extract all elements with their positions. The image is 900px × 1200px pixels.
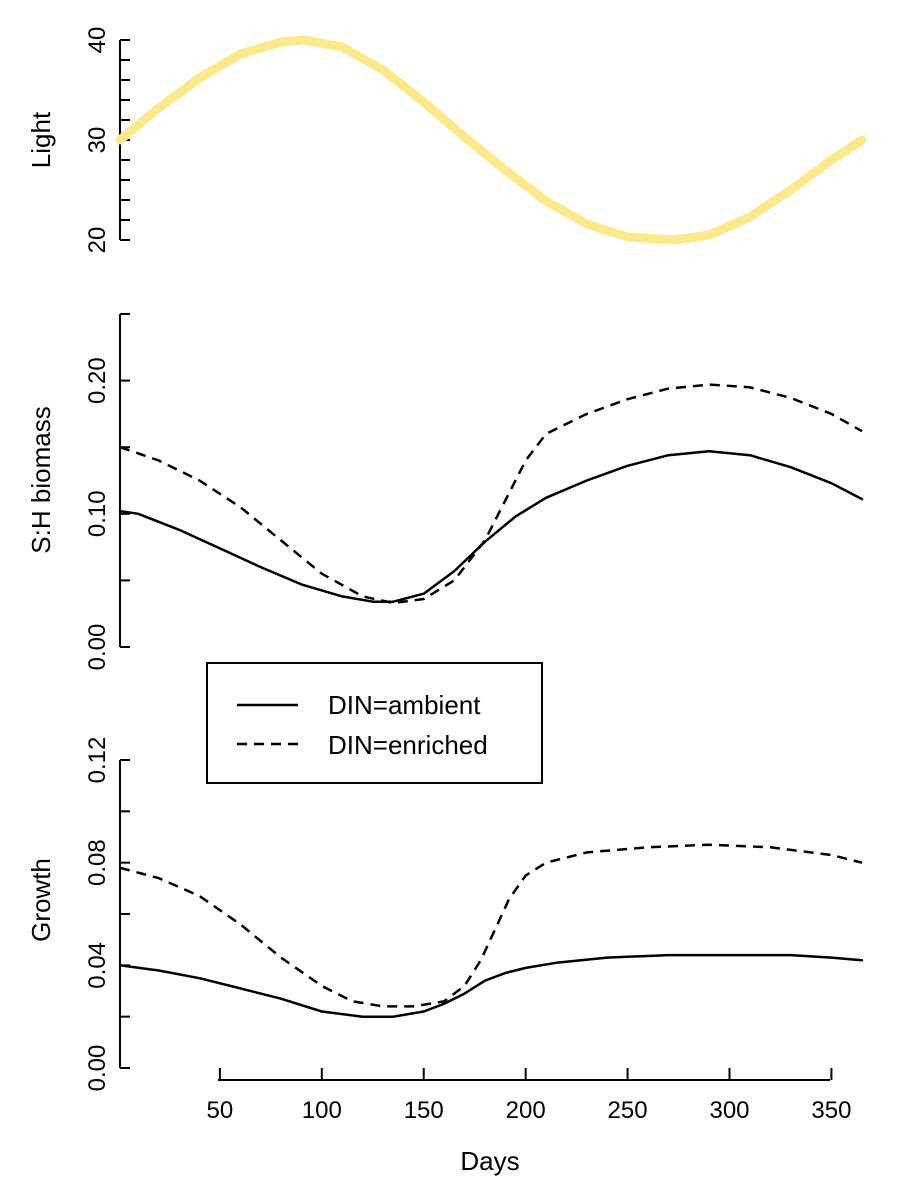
x-tick-label: 50: [207, 1097, 234, 1124]
x-tick-label: 300: [709, 1097, 749, 1124]
growth-y-tick-label: 0.08: [84, 839, 111, 886]
light-series-line: [115, 35, 867, 245]
light-y-tick-label: 20: [84, 227, 111, 254]
panel-sh-biomass: 0.00 0.10 0.20 S:H biomass: [26, 313, 864, 671]
x-ticks: 50 100 150 200 250 300 350: [207, 1068, 851, 1124]
light-y-ticks: 20 30 40: [84, 27, 130, 254]
light-y-axis-title: Light: [26, 111, 56, 168]
x-tick-label: 100: [302, 1097, 342, 1124]
biomass-y-tick-label: 0.00: [84, 624, 111, 671]
x-tick-label: 200: [506, 1097, 546, 1124]
x-tick-label: 250: [608, 1097, 648, 1124]
growth-y-tick-label: 0.04: [84, 942, 111, 989]
growth-series-din-enriched: [119, 843, 863, 1008]
biomass-y-tick-label: 0.10: [84, 490, 111, 537]
biomass-y-tick-label: 0.20: [84, 357, 111, 404]
light-y-tick-label: 40: [84, 27, 111, 54]
light-y-tick-label: 30: [84, 127, 111, 154]
biomass-series-din-ambient: [118, 449, 864, 603]
growth-y-tick-label: 0.12: [84, 737, 111, 784]
growth-series-din-ambient: [118, 953, 864, 1018]
growth-series: [118, 843, 864, 1018]
legend-label-enriched: DIN=enriched: [328, 730, 488, 760]
legend-box: [206, 662, 543, 784]
growth-y-axis-title: Growth: [26, 858, 56, 942]
legend-label-ambient: DIN=ambient: [328, 690, 481, 720]
panel-light: 20 30 40 Light: [26, 27, 867, 254]
light-series: [115, 35, 867, 245]
x-axis-title: Days: [460, 1146, 519, 1176]
biomass-series-din-enriched: [119, 383, 863, 605]
x-tick-label: 350: [811, 1097, 851, 1124]
legend: DIN=ambient DIN=enriched: [206, 662, 543, 784]
growth-y-ticks: 0.00 0.04 0.08 0.12: [84, 737, 130, 1092]
biomass-y-ticks: 0.00 0.10 0.20: [84, 313, 130, 671]
x-axis: 50 100 150 200 250 300 350 Days: [207, 1068, 851, 1176]
panel-growth: 0.00 0.04 0.08 0.12 Growth: [26, 737, 864, 1092]
growth-y-tick-label: 0.00: [84, 1045, 111, 1092]
biomass-series: [118, 383, 864, 605]
x-tick-label: 150: [404, 1097, 444, 1124]
biomass-y-axis-title: S:H biomass: [26, 406, 56, 553]
